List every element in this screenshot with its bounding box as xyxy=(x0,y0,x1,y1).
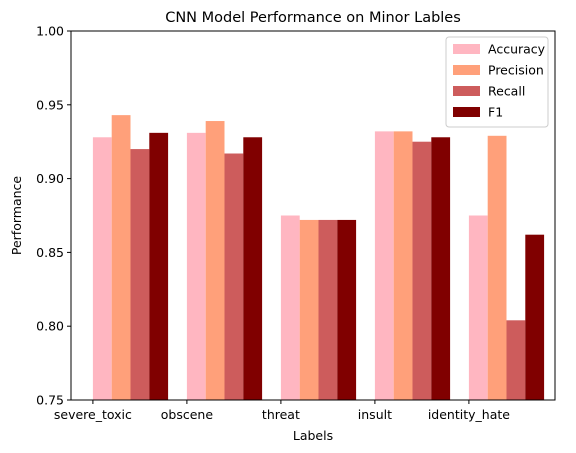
legend-swatch-f1 xyxy=(453,107,480,117)
x-tick-label: identity_hate xyxy=(428,407,510,422)
y-axis-title: Performance xyxy=(9,176,24,256)
legend-label-f1: F1 xyxy=(488,105,503,120)
y-tick-label: 1.00 xyxy=(36,24,64,39)
bar-precision-threat xyxy=(299,219,319,400)
chart-title: CNN Model Performance on Minor Lables xyxy=(165,10,461,26)
bar-recall-identity_hate xyxy=(506,320,526,400)
bar-precision-insult xyxy=(393,131,413,401)
bar-accuracy-obscene xyxy=(186,132,206,400)
x-tick-label: insult xyxy=(358,407,392,422)
x-tick-label: obscene xyxy=(161,407,214,422)
legend: Accuracy Precision Recall F1 xyxy=(445,36,549,128)
bar-f1-obscene xyxy=(243,137,263,400)
bar-accuracy-insult xyxy=(374,131,394,401)
bar-f1-threat xyxy=(337,219,357,400)
legend-label-precision: Precision xyxy=(488,63,544,78)
legend-label-recall: Recall xyxy=(488,84,525,99)
legend-swatch-recall xyxy=(453,86,480,96)
x-axis-title: Labels xyxy=(293,428,333,443)
axes-layer: 0.75 0.80 0.85 0.90 0.95 1.00 severe_toxic obsc… xyxy=(36,24,556,422)
plot-frame xyxy=(70,30,556,401)
x-tick-label: severe_toxic xyxy=(54,407,132,422)
bar-recall-obscene xyxy=(224,153,244,400)
legend-label-accuracy: Accuracy xyxy=(488,42,546,57)
bar-precision-identity_hate xyxy=(487,135,507,400)
bar-precision-obscene xyxy=(205,121,225,400)
bar-recall-severe_toxic xyxy=(130,149,150,400)
bar-f1-identity_hate xyxy=(525,234,545,400)
bar-accuracy-identity_hate xyxy=(468,215,488,400)
bar-precision-severe_toxic xyxy=(111,115,131,400)
bars-layer xyxy=(92,115,545,401)
y-tick-label: 0.80 xyxy=(36,319,64,334)
bar-f1-severe_toxic xyxy=(149,132,169,400)
x-tick-label: threat xyxy=(262,407,300,422)
bar-accuracy-severe_toxic xyxy=(92,137,112,400)
y-tick-label: 0.95 xyxy=(36,97,64,112)
bar-recall-insult xyxy=(412,141,432,400)
bar-accuracy-threat xyxy=(280,215,300,400)
y-tick-label: 0.90 xyxy=(36,171,64,186)
bar-f1-insult xyxy=(431,137,451,400)
legend-swatch-accuracy xyxy=(453,44,480,54)
y-tick-label: 0.85 xyxy=(36,245,64,260)
y-tick-label: 0.75 xyxy=(36,393,64,408)
bar-recall-threat xyxy=(318,219,338,400)
legend-box xyxy=(445,36,549,128)
legend-swatch-precision xyxy=(453,65,480,75)
